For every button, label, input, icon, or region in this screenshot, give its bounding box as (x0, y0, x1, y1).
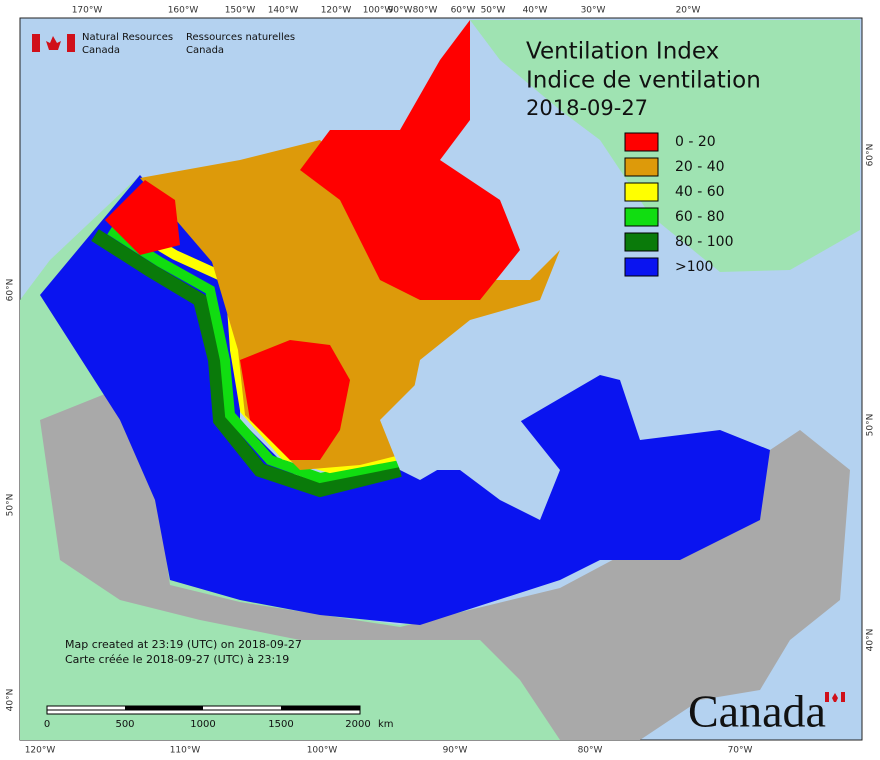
graticule-top: 30°W (581, 6, 606, 16)
map-date: 2018-09-27 (526, 96, 648, 120)
index-60-80 (107, 225, 401, 484)
graticule-right: 60°N (866, 144, 876, 167)
graticule-top: 60°W (451, 6, 476, 16)
flag-bar (841, 692, 845, 702)
flag-bar (67, 34, 75, 52)
graticule-top: 20°W (676, 6, 701, 16)
graticule-top: 40°W (523, 6, 548, 16)
graticule-bottom: 110°W (170, 746, 201, 756)
graticule-top: 160°W (168, 6, 199, 16)
title-en: Ventilation Index (526, 39, 719, 65)
index-0-20-northwest (105, 180, 180, 255)
title-fr: Indice de ventilation (526, 68, 761, 94)
graticule-bottom: 90°W (443, 746, 468, 756)
legend-label: >100 (675, 259, 713, 275)
scale-label: 1500 (268, 719, 293, 730)
index-0-20-central (240, 340, 350, 460)
legend-label: 80 - 100 (675, 234, 734, 250)
maple-leaf (46, 36, 61, 50)
scale-label: 0 (44, 719, 50, 730)
graticule-left: 40°N (6, 689, 16, 712)
scale-bar-segment (125, 706, 203, 710)
wordmark: Canada (688, 686, 826, 737)
graticule-bottom: 120°W (25, 746, 56, 756)
graticule-bottom: 100°W (307, 746, 338, 756)
credit-fr: Carte créée le 2018-09-27 (UTC) à 23:19 (65, 653, 289, 666)
graticule-right: 40°N (866, 629, 876, 652)
index-80-100 (91, 229, 402, 498)
logo: Natural Resources Canada Ressources natu… (32, 32, 295, 56)
wordmark-flag (825, 692, 845, 702)
graticule-bottom: 70°W (728, 746, 753, 756)
graticule-top: 120°W (321, 6, 352, 16)
legend-label: 60 - 80 (675, 209, 725, 225)
legend-label: 20 - 40 (675, 159, 725, 175)
graticule-top: 170°W (72, 6, 103, 16)
graticule-top: 50°W (481, 6, 506, 16)
graticule-top: 80°W (413, 6, 438, 16)
graticule-top: 140°W (268, 6, 299, 16)
country-fr: Canada (186, 45, 224, 56)
index-over-100 (40, 175, 770, 625)
legend: 0 - 20 20 - 40 40 - 60 60 - 80 80 - 100 >100 (624, 132, 734, 277)
legend-swatch (624, 257, 659, 277)
legend-swatch (624, 132, 659, 152)
scale-bar-segment (281, 706, 360, 710)
legend-swatch (624, 232, 659, 252)
hudson-bay (380, 360, 560, 520)
graticule-top: 150°W (225, 6, 256, 16)
graticule-top: 90°W (388, 6, 413, 16)
country-en: Canada (82, 45, 120, 56)
index-0-20-arctic (300, 20, 520, 300)
united-states (40, 380, 850, 740)
scale-unit: km (378, 719, 394, 730)
credit-en: Map created at 23:19 (UTC) on 2018-09-27 (65, 638, 302, 651)
org-en: Natural Resources (82, 32, 173, 43)
graticule-bottom: 80°W (578, 746, 603, 756)
legend-label: 0 - 20 (675, 134, 716, 150)
graticule-left: 60°N (6, 279, 16, 302)
graticule-top: 100°W (363, 6, 394, 16)
flag-bar (825, 692, 829, 702)
scale-label: 2000 (345, 719, 370, 730)
flag-bar (32, 34, 40, 52)
legend-swatch (624, 182, 659, 202)
org-fr: Ressources naturelles (186, 32, 295, 43)
legend-swatch (624, 157, 659, 177)
scale-label: 500 (115, 719, 134, 730)
legend-label: 40 - 60 (675, 184, 725, 200)
graticule-labels: 170°W 160°W 150°W 140°W 120°W 100°W90°W 80°W 60… (6, 6, 876, 756)
legend-swatch (624, 207, 659, 227)
maple-leaf (832, 693, 838, 702)
graticule-left: 50°N (6, 494, 16, 517)
graticule-right: 50°N (866, 414, 876, 437)
greenland (470, 20, 860, 272)
scale-bar: 0 500 1000 1500 2000 km (44, 705, 394, 730)
scale-label: 1000 (190, 719, 215, 730)
land (20, 20, 860, 740)
